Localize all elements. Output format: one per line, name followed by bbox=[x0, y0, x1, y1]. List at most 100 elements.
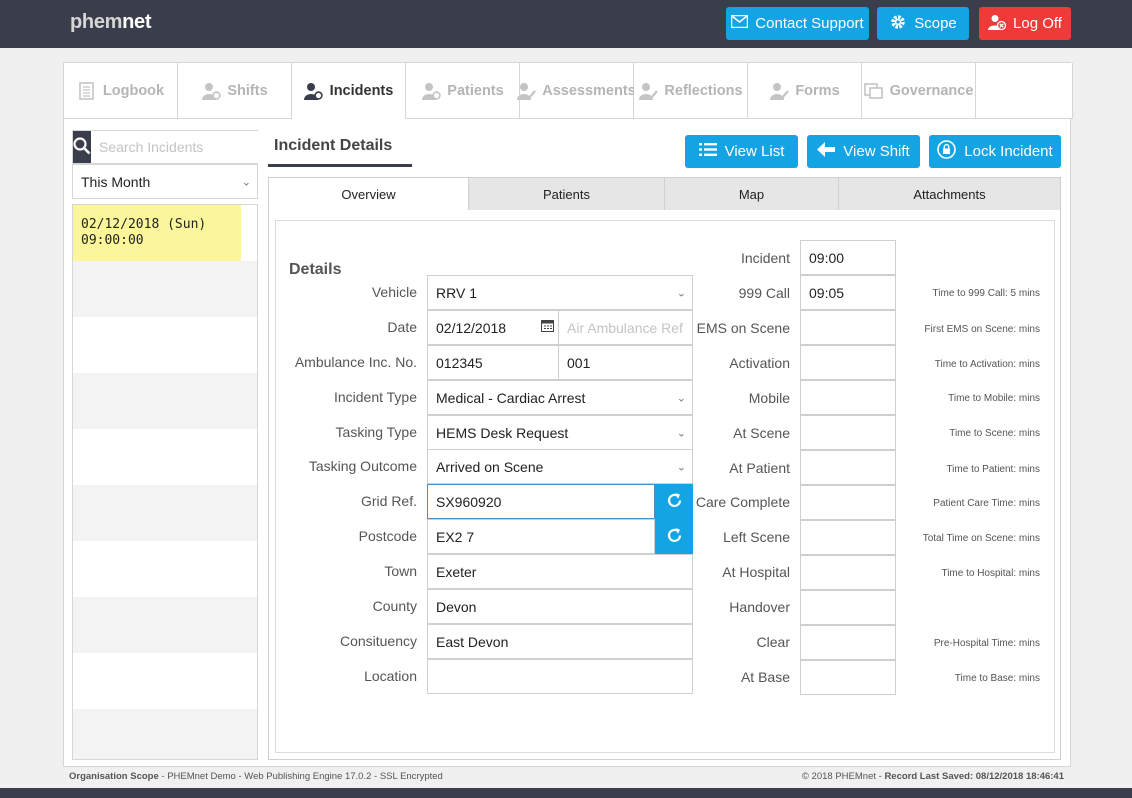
forms-icon bbox=[769, 81, 789, 101]
time-input-ems-on-scene[interactable] bbox=[800, 310, 896, 345]
time-value: 09:05 bbox=[809, 284, 845, 301]
time-input-at-scene[interactable] bbox=[800, 415, 896, 450]
air-ambulance-ref-input[interactable]: Air Ambulance Ref bbox=[558, 310, 693, 345]
list-item bbox=[73, 597, 257, 653]
time-input-activation[interactable] bbox=[800, 345, 896, 380]
time-input-care-complete[interactable] bbox=[800, 485, 896, 520]
refresh-icon bbox=[666, 527, 683, 547]
county-input[interactable]: Devon bbox=[427, 589, 693, 624]
time-label-mobile: Mobile bbox=[748, 390, 790, 406]
logbook-icon bbox=[77, 81, 97, 101]
tab-incidents-label: Incidents bbox=[329, 82, 394, 99]
time-note-at-base: Time to Base: mins bbox=[954, 673, 1040, 684]
time-note-care-complete: Patient Care Time: mins bbox=[933, 498, 1040, 509]
tab-map[interactable]: Map bbox=[665, 177, 839, 211]
time-label-at-patient: At Patient bbox=[729, 460, 790, 476]
contact-support-label: Contact Support bbox=[755, 15, 864, 32]
list-item bbox=[73, 485, 257, 541]
contact-support-button[interactable]: Contact Support bbox=[726, 7, 869, 40]
time-label-at-hospital: At Hospital bbox=[722, 564, 790, 580]
tab-shifts[interactable]: Shifts bbox=[178, 63, 292, 119]
incident-type-select[interactable]: Medical - Cardiac Arrest ⌄ bbox=[427, 380, 693, 415]
grid-ref-value: SX960920 bbox=[436, 493, 502, 510]
incident-list: 02/12/2018 (Sun) 09:00:00 bbox=[72, 204, 258, 760]
tasking-outcome-label: Tasking Outcome bbox=[308, 458, 417, 474]
time-label-at-base: At Base bbox=[740, 669, 790, 685]
main-nav-tabs: Logbook Shifts Incidents Patients Assess… bbox=[64, 63, 1073, 119]
shifts-icon bbox=[201, 81, 221, 101]
vehicle-value: RRV 1 bbox=[436, 284, 477, 301]
tab-assessments[interactable]: Assessments bbox=[517, 63, 636, 119]
time-input-999-call[interactable]: 09:05 bbox=[800, 275, 896, 310]
scope-button[interactable]: Scope bbox=[877, 7, 969, 40]
period-select-value: This Month bbox=[81, 173, 151, 190]
footer-engine-info: - PHEMnet Demo - Web Publishing Engine 1… bbox=[158, 771, 443, 782]
scope-label: Scope bbox=[914, 15, 957, 32]
postcode-refresh-button[interactable] bbox=[655, 519, 693, 554]
tab-reflections[interactable]: Reflections bbox=[634, 63, 748, 119]
ambulance-inc-suffix-value: 001 bbox=[567, 354, 591, 371]
air-ambulance-ref-placeholder: Air Ambulance Ref bbox=[567, 319, 683, 336]
postcode-input[interactable]: EX2 7 bbox=[427, 519, 655, 554]
time-note-left-scene: Total Time on Scene: mins bbox=[922, 533, 1040, 544]
view-list-button[interactable]: View List bbox=[685, 135, 798, 168]
ambulance-inc-input[interactable]: 012345 bbox=[427, 345, 559, 380]
location-input[interactable] bbox=[427, 659, 693, 694]
tab-logbook[interactable]: Logbook bbox=[64, 63, 178, 119]
list-item bbox=[73, 653, 257, 709]
town-input[interactable]: Exeter bbox=[427, 554, 693, 589]
user-remove-icon bbox=[988, 14, 1007, 34]
tasking-type-select[interactable]: HEMS Desk Request ⌄ bbox=[427, 415, 693, 450]
time-input-at-base[interactable] bbox=[800, 660, 896, 695]
grid-ref-refresh-button[interactable] bbox=[655, 484, 693, 519]
lock-incident-button[interactable]: Lock Incident bbox=[929, 135, 1061, 168]
time-input-handover[interactable] bbox=[800, 590, 896, 625]
constituency-input[interactable]: East Devon bbox=[427, 624, 693, 659]
view-shift-button[interactable]: View Shift bbox=[807, 135, 920, 168]
chevron-down-icon: ⌄ bbox=[676, 461, 686, 473]
time-label-care-complete: Care Complete bbox=[695, 494, 790, 510]
list-item bbox=[73, 541, 257, 597]
footer-info: Organisation Scope - PHEMnet Demo - Web … bbox=[69, 771, 443, 782]
time-input-at-hospital[interactable] bbox=[800, 555, 896, 590]
tab-forms[interactable]: Forms bbox=[748, 63, 862, 119]
tab-governance[interactable]: Governance bbox=[862, 63, 976, 119]
town-value: Exeter bbox=[436, 563, 477, 580]
tab-patients-detail[interactable]: Patients bbox=[469, 177, 665, 211]
time-label-incident: Incident bbox=[740, 250, 790, 266]
lock-incident-label: Lock Incident bbox=[964, 143, 1053, 160]
tab-assessments-label: Assessments bbox=[542, 82, 636, 99]
postcode-label: Postcode bbox=[358, 528, 417, 544]
vehicle-select[interactable]: RRV 1 ⌄ bbox=[427, 275, 693, 310]
date-field[interactable]: 02/12/2018 bbox=[427, 310, 559, 345]
ambulance-inc-label: Ambulance Inc. No. bbox=[294, 354, 417, 370]
constituency-value: East Devon bbox=[436, 633, 509, 650]
period-select[interactable]: This Month ⌄ bbox=[72, 164, 258, 199]
tab-attachments[interactable]: Attachments bbox=[839, 177, 1061, 211]
town-label: Town bbox=[384, 563, 417, 579]
log-off-button[interactable]: Log Off bbox=[979, 7, 1071, 40]
time-input-mobile[interactable] bbox=[800, 380, 896, 415]
refresh-icon bbox=[666, 492, 683, 512]
ambulance-inc-suffix-input[interactable]: 001 bbox=[558, 345, 693, 380]
list-item[interactable]: 02/12/2018 (Sun) 09:00:00 bbox=[73, 205, 241, 261]
search-button[interactable] bbox=[73, 131, 91, 163]
time-input-clear[interactable] bbox=[800, 625, 896, 660]
app-logo[interactable]: phemnet bbox=[70, 11, 152, 33]
time-input-left-scene[interactable] bbox=[800, 520, 896, 555]
tab-overview[interactable]: Overview bbox=[268, 177, 469, 211]
tab-patients[interactable]: Patients bbox=[406, 63, 520, 119]
time-input-incident[interactable]: 09:00 bbox=[800, 240, 896, 275]
chevron-down-icon: ⌄ bbox=[676, 392, 686, 404]
tab-incidents[interactable]: Incidents bbox=[292, 63, 406, 119]
tab-logbook-label: Logbook bbox=[102, 82, 165, 99]
calendar-icon[interactable] bbox=[541, 319, 554, 335]
tasking-outcome-select[interactable]: Arrived on Scene ⌄ bbox=[427, 449, 693, 484]
time-input-at-patient[interactable] bbox=[800, 450, 896, 485]
detail-tabs: Overview Patients Map Attachments bbox=[268, 177, 1061, 211]
constituency-label: Consituency bbox=[339, 633, 417, 649]
list-item bbox=[73, 261, 257, 317]
search-incidents-input[interactable] bbox=[91, 131, 280, 163]
time-label-ems-on-scene: EMS on Scene bbox=[696, 320, 790, 336]
grid-ref-input[interactable]: SX960920 bbox=[427, 484, 655, 519]
